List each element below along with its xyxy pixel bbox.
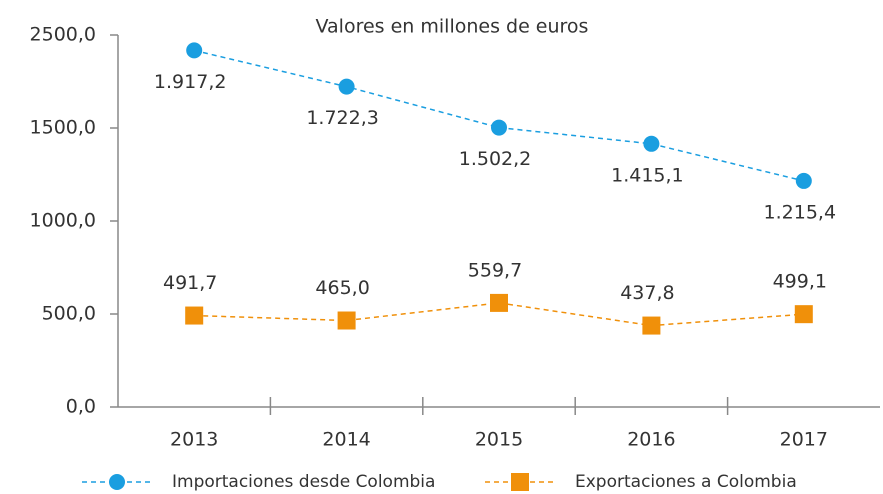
legend-marker — [511, 473, 529, 491]
chart-title: Valores en millones de euros — [316, 16, 589, 38]
data-point — [337, 311, 356, 330]
y-tick-label: 2500,0 — [30, 24, 96, 46]
data-label: 1.502,2 — [459, 148, 532, 170]
data-label: 437,8 — [620, 282, 674, 304]
legend-label: Importaciones desde Colombia — [172, 472, 435, 492]
data-label: 559,7 — [468, 259, 522, 281]
y-tick-label: 1500,0 — [30, 117, 96, 139]
data-point — [795, 172, 812, 189]
data-label: 1.415,1 — [611, 164, 684, 186]
x-tick-label: 2015 — [475, 429, 523, 451]
data-label: 1.215,4 — [764, 201, 837, 223]
data-point — [185, 306, 204, 325]
y-tick-label: 0,0 — [66, 396, 96, 418]
legend-label: Exportaciones a Colombia — [575, 472, 797, 492]
x-tick-label: 2014 — [322, 429, 370, 451]
data-point — [490, 293, 508, 312]
x-tick-label: 2013 — [170, 429, 218, 451]
data-label: 465,0 — [315, 277, 369, 299]
data-point — [186, 42, 203, 59]
data-label: 491,7 — [163, 272, 217, 294]
x-tick-label: 2016 — [627, 429, 675, 451]
data-point — [643, 135, 660, 152]
data-point — [491, 119, 507, 136]
data-label: 1.722,3 — [306, 107, 379, 129]
y-tick-label: 1000,0 — [30, 210, 96, 232]
data-point — [338, 78, 355, 95]
data-point — [794, 305, 813, 324]
y-tick-label: 500,0 — [42, 303, 96, 325]
series-line — [194, 302, 804, 327]
legend-marker — [109, 474, 125, 490]
x-tick-label: 2017 — [780, 429, 828, 451]
data-label: 499,1 — [773, 271, 827, 293]
data-label: 1.917,2 — [154, 71, 227, 93]
data-point — [642, 316, 661, 335]
